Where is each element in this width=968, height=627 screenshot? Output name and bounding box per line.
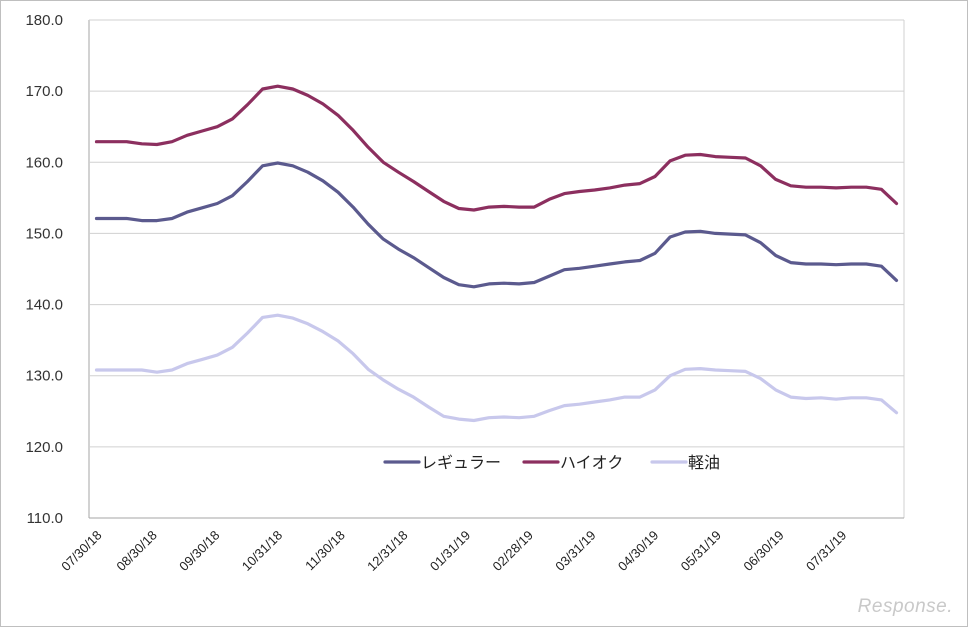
x-tick-label: 04/30/19 (615, 528, 661, 574)
y-tick-label: 140.0 (25, 297, 63, 314)
y-tick-label: 180.0 (25, 12, 63, 29)
x-tick-label: 09/30/18 (176, 528, 222, 574)
y-axis-ticks: 110.0 120.0 130.0 140.0 150.0 160.0 170.0 180.0 (25, 12, 63, 527)
legend-label: レギュラー (421, 453, 501, 472)
x-axis-ticks: 07/30/18 08/30/18 09/30/18 10/31/18 11/30/18… (58, 528, 849, 574)
x-tick-label: 01/31/19 (427, 528, 473, 574)
series-line-2 (94, 313, 899, 423)
y-tick-label: 160.0 (25, 154, 63, 171)
x-tick-label: 10/31/18 (239, 528, 285, 574)
x-tick-label: 12/31/18 (364, 528, 410, 574)
x-tick-label: 11/30/18 (302, 528, 348, 574)
legend-label: 軽油 (688, 453, 720, 472)
x-tick-label: 06/30/19 (740, 528, 786, 574)
x-tick-label: 08/30/18 (113, 528, 159, 574)
series-line-1 (94, 84, 899, 212)
legend: レギュラー ハイオク 軽油 (383, 453, 720, 472)
legend-label: ハイオク (560, 453, 623, 472)
y-tick-label: 170.0 (25, 83, 63, 100)
series-line-0 (94, 161, 899, 289)
x-tick-label: 03/31/19 (552, 528, 598, 574)
y-tick-label: 120.0 (25, 439, 63, 456)
x-tick-label: 02/28/19 (490, 528, 536, 574)
series-lines (94, 84, 899, 423)
x-tick-label: 05/31/19 (678, 528, 724, 574)
x-tick-label: 07/30/18 (58, 528, 104, 574)
y-tick-label: 150.0 (25, 225, 63, 242)
y-tick-label: 130.0 (25, 368, 63, 385)
watermark-logo: Response. (857, 596, 953, 617)
y-tick-label: 110.0 (27, 510, 63, 527)
x-tick-label: 07/31/19 (803, 528, 849, 574)
gridlines (88, 19, 905, 519)
